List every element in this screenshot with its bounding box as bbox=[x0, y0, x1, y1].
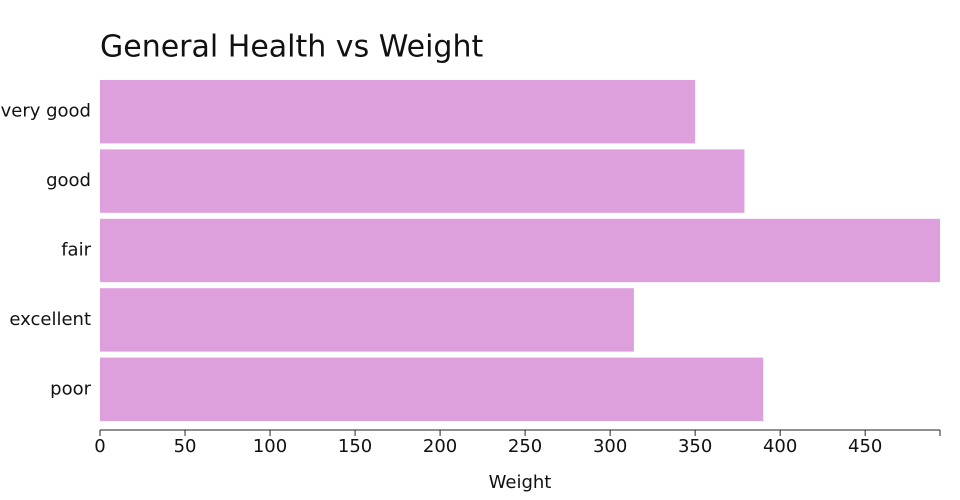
x-tick-label: 450 bbox=[848, 436, 882, 457]
x-tick-label: 100 bbox=[253, 436, 287, 457]
y-tick-label: excellent bbox=[9, 309, 91, 330]
x-tick-label: 200 bbox=[423, 436, 457, 457]
bar bbox=[100, 149, 745, 213]
x-tick-label: 0 bbox=[94, 436, 105, 457]
x-tick-label: 350 bbox=[678, 436, 712, 457]
chart-title: General Health vs Weight bbox=[100, 30, 483, 65]
x-tick-label: 150 bbox=[338, 436, 372, 457]
bar bbox=[100, 288, 634, 352]
y-tick-label: very good bbox=[1, 101, 91, 122]
y-tick-label: poor bbox=[50, 378, 91, 399]
bar bbox=[100, 357, 764, 421]
x-axis-label: Weight bbox=[489, 472, 552, 493]
x-tick-label: 250 bbox=[508, 436, 542, 457]
bar bbox=[100, 80, 696, 144]
bar bbox=[100, 218, 940, 283]
x-tick-label: 300 bbox=[593, 436, 627, 457]
x-tick-label: 400 bbox=[763, 436, 797, 457]
y-tick-label: fair bbox=[61, 240, 91, 261]
y-tick-label: good bbox=[46, 170, 91, 191]
x-tick-label: 50 bbox=[174, 436, 197, 457]
